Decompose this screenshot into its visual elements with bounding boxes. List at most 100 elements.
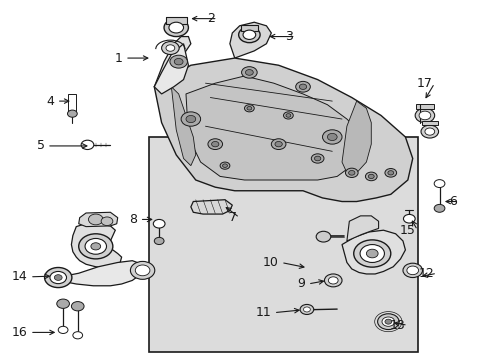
Circle shape	[271, 139, 285, 149]
Circle shape	[101, 217, 113, 226]
Circle shape	[274, 141, 282, 147]
Circle shape	[181, 112, 200, 126]
Circle shape	[295, 81, 310, 92]
Polygon shape	[154, 44, 188, 94]
Polygon shape	[154, 58, 412, 202]
Circle shape	[71, 302, 84, 311]
Circle shape	[348, 171, 354, 175]
Circle shape	[245, 69, 253, 75]
Text: 10: 10	[262, 256, 278, 269]
Text: 6: 6	[448, 195, 456, 208]
Circle shape	[324, 274, 341, 287]
Text: 11: 11	[255, 306, 271, 319]
Circle shape	[163, 19, 188, 37]
Text: 4: 4	[46, 95, 54, 108]
Circle shape	[222, 164, 227, 167]
Circle shape	[283, 112, 293, 119]
Circle shape	[420, 125, 438, 138]
Circle shape	[54, 275, 62, 280]
Circle shape	[327, 134, 336, 140]
Text: 5: 5	[37, 139, 44, 152]
Polygon shape	[229, 22, 271, 58]
Circle shape	[384, 319, 391, 324]
Bar	[240, 25, 258, 31]
Polygon shape	[56, 261, 144, 286]
Text: 7: 7	[229, 211, 237, 224]
Text: 8: 8	[129, 213, 137, 226]
Polygon shape	[154, 37, 190, 87]
Text: 9: 9	[297, 278, 305, 291]
Text: 16: 16	[12, 326, 27, 339]
Text: 12: 12	[418, 267, 434, 280]
Circle shape	[403, 215, 414, 223]
Circle shape	[285, 114, 290, 117]
Circle shape	[387, 171, 393, 175]
Circle shape	[44, 267, 72, 288]
Bar	[415, 104, 433, 109]
Circle shape	[185, 116, 195, 123]
Bar	[149, 137, 417, 352]
Circle shape	[81, 140, 94, 149]
Circle shape	[402, 263, 422, 278]
Polygon shape	[71, 223, 122, 268]
Circle shape	[414, 108, 434, 123]
Circle shape	[67, 110, 77, 117]
Circle shape	[246, 107, 251, 110]
Circle shape	[418, 111, 430, 120]
Circle shape	[244, 105, 254, 112]
Circle shape	[359, 244, 384, 262]
Text: 13: 13	[389, 319, 405, 332]
Circle shape	[381, 317, 394, 326]
Text: 17: 17	[415, 77, 431, 90]
Circle shape	[50, 271, 66, 284]
Circle shape	[58, 326, 68, 333]
Circle shape	[207, 139, 222, 149]
Text: 3: 3	[285, 30, 293, 43]
Circle shape	[161, 41, 179, 54]
Polygon shape	[341, 101, 370, 173]
Circle shape	[220, 162, 229, 169]
Circle shape	[433, 204, 444, 212]
Circle shape	[299, 84, 306, 89]
Circle shape	[311, 154, 324, 163]
Circle shape	[322, 130, 341, 144]
Circle shape	[365, 172, 376, 181]
Circle shape	[174, 58, 183, 65]
Circle shape	[406, 266, 418, 275]
Bar	[68, 94, 76, 114]
Circle shape	[154, 237, 163, 244]
Circle shape	[303, 307, 310, 312]
Circle shape	[328, 277, 337, 284]
Circle shape	[300, 305, 313, 315]
Circle shape	[314, 156, 320, 161]
Circle shape	[345, 168, 357, 177]
Circle shape	[91, 243, 101, 250]
Bar	[165, 17, 186, 24]
Circle shape	[85, 238, 106, 254]
Circle shape	[316, 231, 330, 242]
Circle shape	[130, 261, 155, 279]
Circle shape	[73, 332, 82, 339]
Polygon shape	[190, 200, 232, 214]
Circle shape	[57, 299, 69, 309]
Polygon shape	[171, 87, 195, 166]
Circle shape	[168, 22, 183, 33]
Circle shape	[433, 180, 444, 188]
Text: 1: 1	[115, 51, 122, 64]
Circle shape	[367, 174, 373, 179]
Polygon shape	[346, 216, 378, 241]
Circle shape	[366, 249, 377, 258]
Circle shape	[135, 265, 150, 276]
Circle shape	[153, 220, 164, 228]
Circle shape	[384, 168, 396, 177]
Circle shape	[243, 30, 255, 40]
Circle shape	[79, 234, 113, 259]
Circle shape	[353, 240, 390, 267]
Circle shape	[211, 141, 219, 147]
Polygon shape	[185, 76, 361, 180]
Circle shape	[424, 128, 434, 135]
Polygon shape	[341, 230, 405, 274]
Circle shape	[169, 55, 187, 68]
Text: 14: 14	[12, 270, 27, 283]
Circle shape	[88, 214, 103, 225]
